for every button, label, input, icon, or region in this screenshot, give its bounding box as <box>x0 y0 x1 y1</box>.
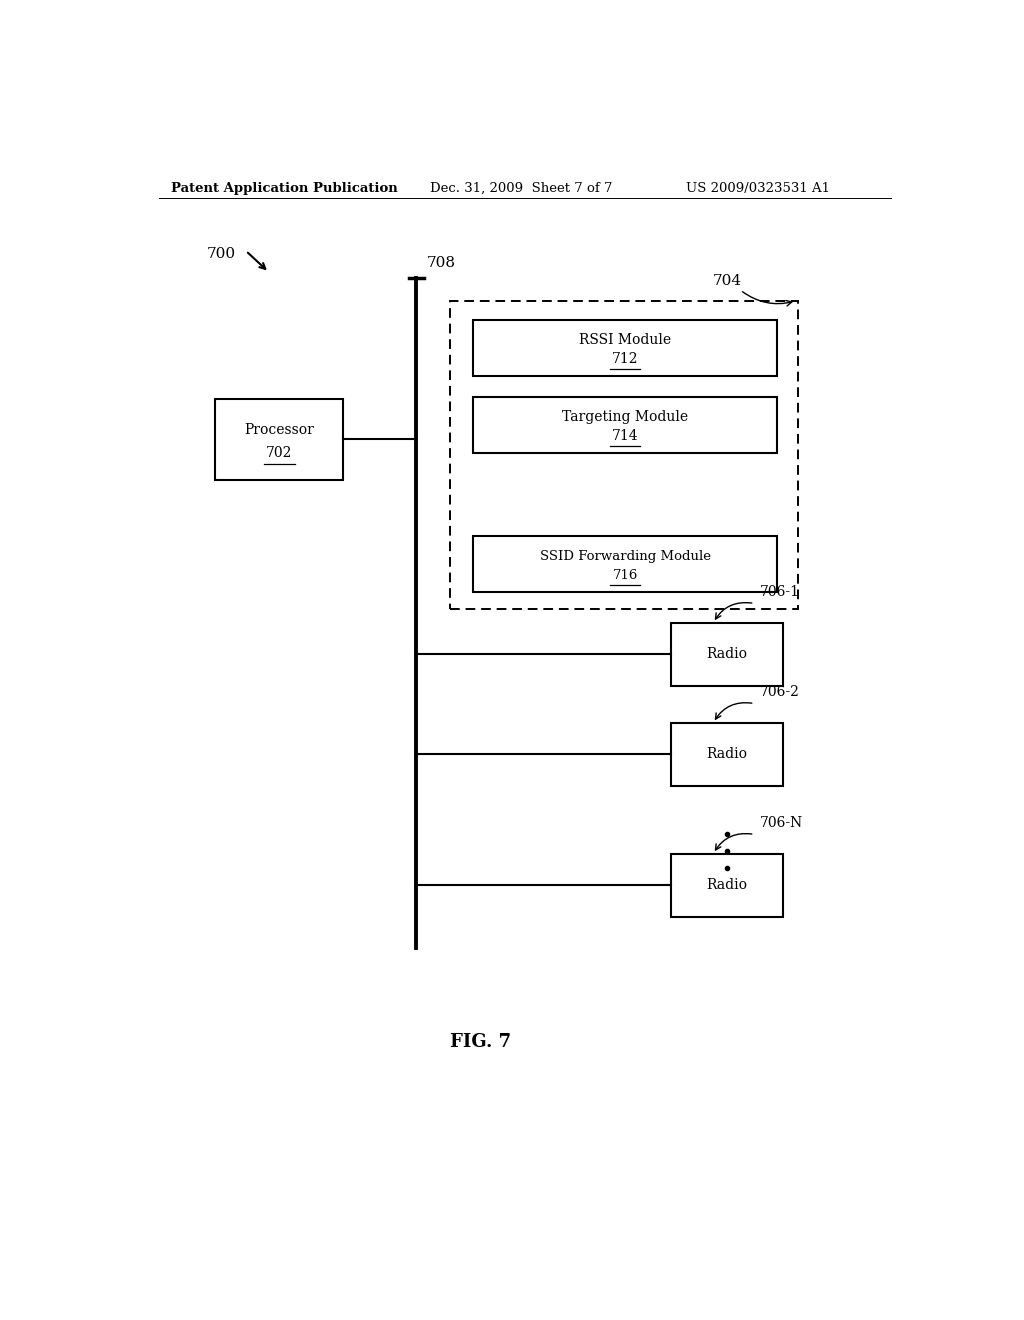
Text: 704: 704 <box>713 273 742 288</box>
Bar <box>215 399 343 480</box>
Bar <box>473 397 777 453</box>
Text: US 2009/0323531 A1: US 2009/0323531 A1 <box>686 182 830 194</box>
Text: RSSI Module: RSSI Module <box>580 333 671 347</box>
Bar <box>450 301 799 609</box>
Bar <box>671 723 783 785</box>
Text: SSID Forwarding Module: SSID Forwarding Module <box>540 550 711 564</box>
Text: 708: 708 <box>427 256 456 271</box>
Bar <box>473 536 777 591</box>
Text: 706-N: 706-N <box>760 816 803 830</box>
Text: 706-1: 706-1 <box>760 585 800 599</box>
Text: Patent Application Publication: Patent Application Publication <box>171 182 397 194</box>
Text: 706-2: 706-2 <box>760 685 800 700</box>
Text: 712: 712 <box>612 352 638 367</box>
Text: 714: 714 <box>612 429 639 444</box>
Text: 700: 700 <box>207 247 237 261</box>
Text: Targeting Module: Targeting Module <box>562 411 688 424</box>
Text: Radio: Radio <box>707 647 748 661</box>
Text: 702: 702 <box>266 446 292 461</box>
Text: 716: 716 <box>612 569 638 582</box>
Text: Dec. 31, 2009  Sheet 7 of 7: Dec. 31, 2009 Sheet 7 of 7 <box>430 182 612 194</box>
Bar <box>671 623 783 686</box>
Text: FIG. 7: FIG. 7 <box>451 1034 511 1051</box>
Bar <box>671 854 783 917</box>
Text: Processor: Processor <box>244 424 314 437</box>
Text: Radio: Radio <box>707 878 748 892</box>
Bar <box>473 321 777 376</box>
Text: Radio: Radio <box>707 747 748 762</box>
